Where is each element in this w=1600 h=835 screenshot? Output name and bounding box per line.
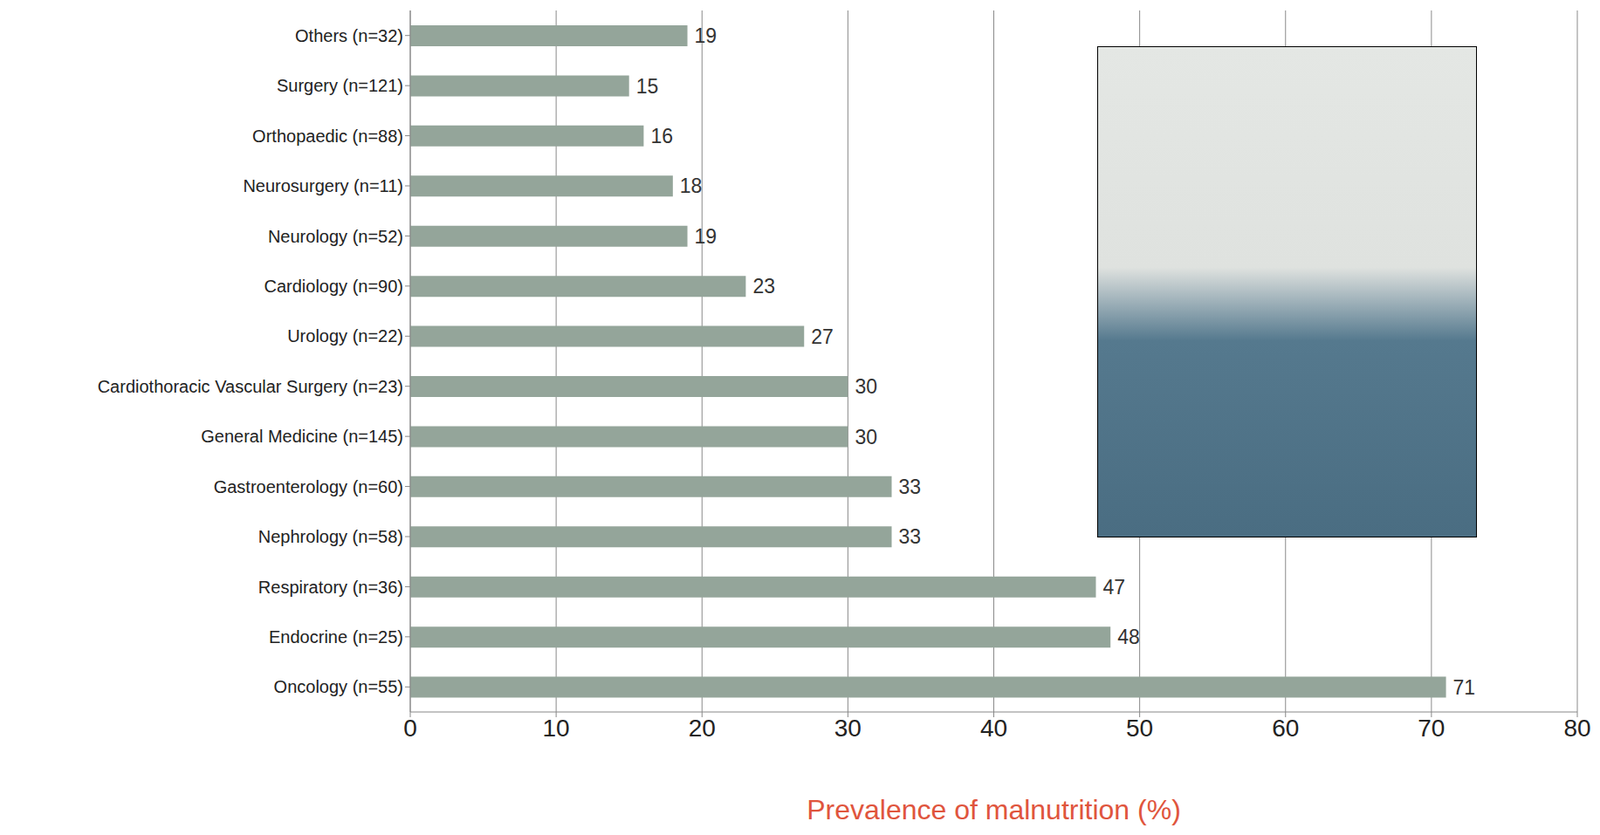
svg-text:33: 33 bbox=[899, 475, 922, 499]
svg-text:Endocrine (n=25): Endocrine (n=25) bbox=[268, 627, 404, 647]
svg-text:Surgery (n=121): Surgery (n=121) bbox=[276, 75, 404, 96]
svg-text:Prevalence of malnutrition (%): Prevalence of malnutrition (%) bbox=[806, 794, 1182, 826]
svg-text:48: 48 bbox=[1117, 625, 1140, 649]
svg-text:33: 33 bbox=[899, 525, 922, 549]
svg-text:60: 60 bbox=[1271, 714, 1299, 742]
svg-text:23: 23 bbox=[752, 274, 776, 298]
svg-text:70: 70 bbox=[1417, 714, 1445, 742]
svg-text:19: 19 bbox=[694, 225, 718, 248]
svg-text:27: 27 bbox=[810, 325, 834, 349]
svg-text:50: 50 bbox=[1126, 714, 1154, 742]
svg-text:Cardiology (n=90): Cardiology (n=90) bbox=[263, 276, 404, 296]
svg-text:20: 20 bbox=[688, 714, 716, 742]
svg-text:16: 16 bbox=[650, 124, 673, 148]
svg-text:30: 30 bbox=[854, 425, 878, 449]
svg-text:10: 10 bbox=[542, 714, 570, 742]
svg-text:0: 0 bbox=[403, 714, 418, 742]
svg-text:Nephrology (n=58): Nephrology (n=58) bbox=[258, 527, 404, 547]
svg-text:Neurology (n=52): Neurology (n=52) bbox=[267, 226, 404, 247]
svg-text:Neurosurgery (n=11): Neurosurgery (n=11) bbox=[242, 176, 404, 196]
svg-text:15: 15 bbox=[636, 75, 660, 98]
svg-text:General Medicine (n=145): General Medicine (n=145) bbox=[200, 426, 404, 447]
svg-text:40: 40 bbox=[980, 714, 1008, 742]
svg-text:47: 47 bbox=[1102, 576, 1126, 599]
svg-text:Urology (n=22): Urology (n=22) bbox=[287, 326, 404, 346]
svg-text:Orthopaedic (n=88): Orthopaedic (n=88) bbox=[252, 126, 404, 146]
svg-text:Gastroenterology (n=60): Gastroenterology (n=60) bbox=[213, 477, 404, 497]
svg-text:Respiratory (n=36): Respiratory (n=36) bbox=[258, 577, 404, 598]
svg-text:30: 30 bbox=[854, 375, 878, 399]
svg-text:80: 80 bbox=[1563, 714, 1591, 742]
svg-text:30: 30 bbox=[834, 714, 862, 742]
svg-text:Cardiothoracic Vascular Surger: Cardiothoracic Vascular Surgery (n=23) bbox=[97, 377, 404, 397]
svg-text:19: 19 bbox=[694, 24, 718, 48]
svg-text:71: 71 bbox=[1453, 676, 1477, 700]
svg-text:Oncology (n=55): Oncology (n=55) bbox=[274, 677, 404, 697]
svg-text:Others (n=32): Others (n=32) bbox=[295, 26, 404, 46]
svg-text:18: 18 bbox=[679, 174, 703, 198]
